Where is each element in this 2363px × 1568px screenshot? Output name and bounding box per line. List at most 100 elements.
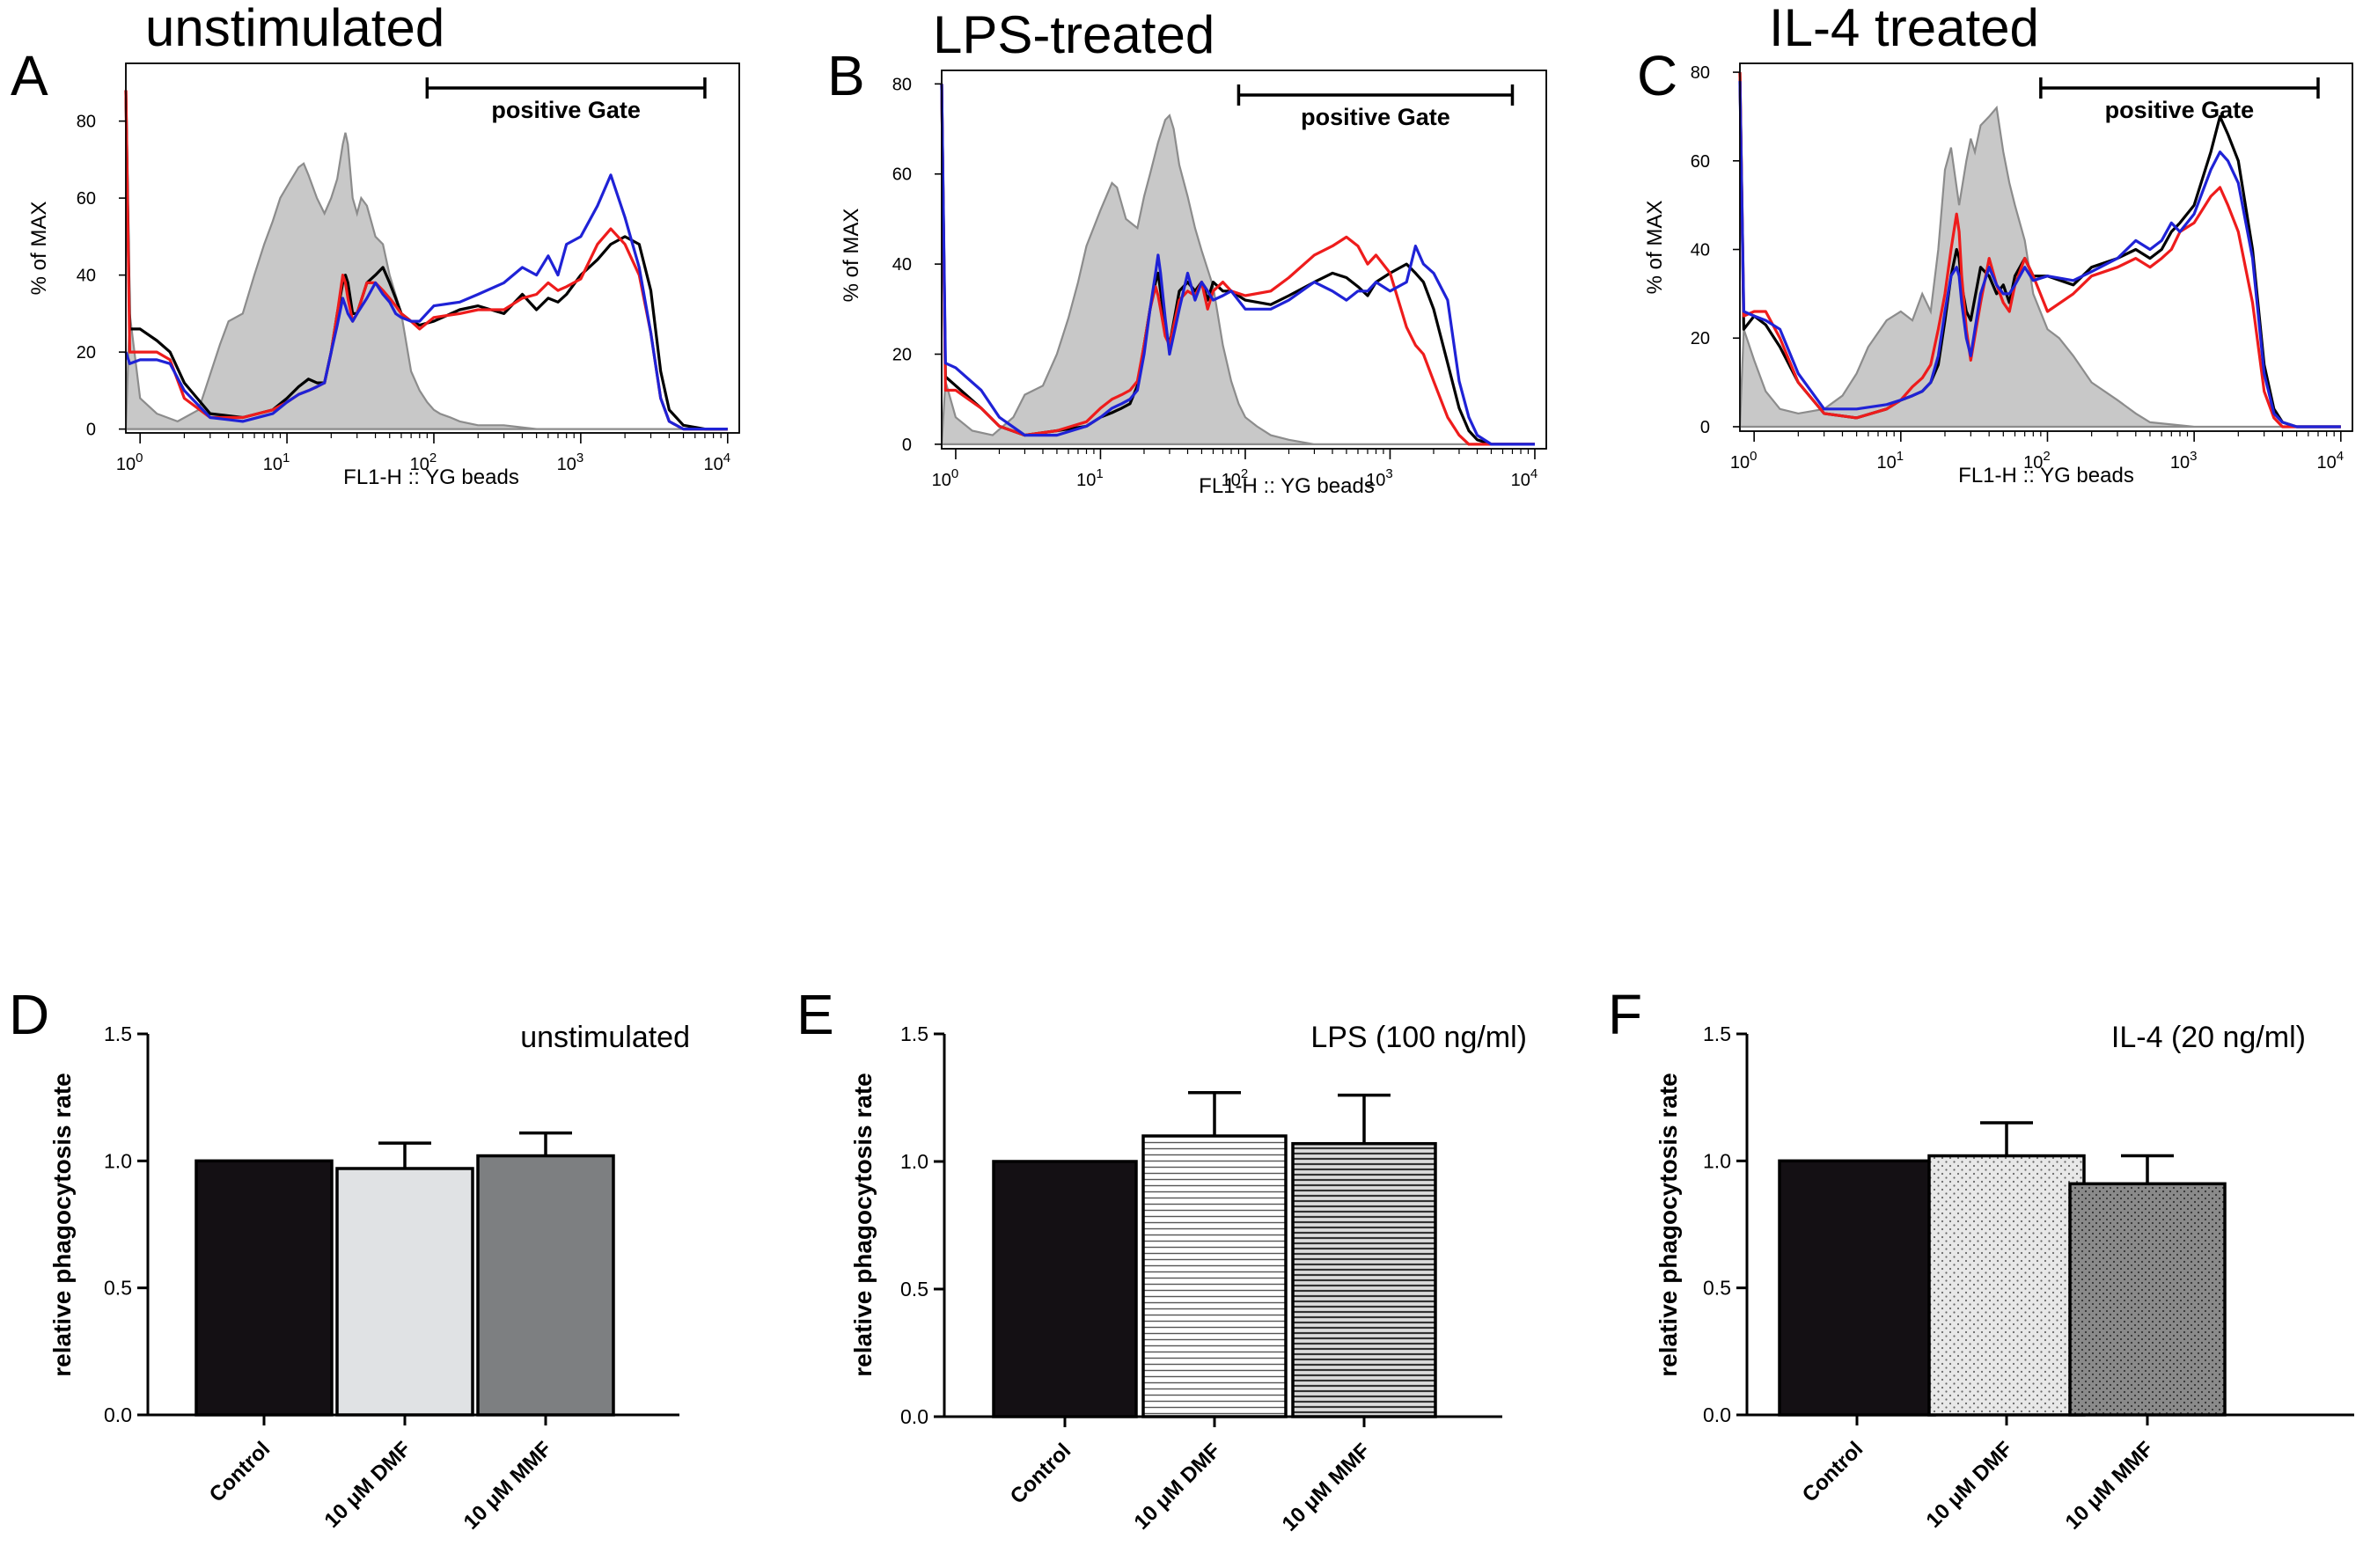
- y-tick-label: 0: [902, 436, 912, 455]
- bar: [335, 1167, 474, 1417]
- y-axis-label: % of MAX: [27, 201, 51, 296]
- panel-letter: C: [1637, 44, 1677, 107]
- panel-letter: F: [1608, 983, 1642, 1046]
- gate-label: positive Gate: [2105, 97, 2255, 123]
- category-label: 10 μM DMF: [320, 1437, 416, 1533]
- y-axis-label: % of MAX: [840, 209, 863, 303]
- histogram-title: unstimulated: [145, 0, 444, 57]
- x-axis-label: FL1-H :: YG beads: [343, 465, 519, 489]
- y-tick-label: 1.5: [1703, 1022, 1731, 1045]
- category-label: Control: [1006, 1439, 1075, 1508]
- y-tick-label: 0.5: [900, 1278, 928, 1301]
- histogram-series-blue: [124, 173, 728, 431]
- x-tick-label: 104: [2317, 449, 2345, 473]
- y-tick-label: 40: [1691, 241, 1710, 260]
- y-tick-label: 1.0: [900, 1150, 928, 1173]
- y-tick-label: 0.0: [1703, 1403, 1731, 1426]
- category-label: Control: [205, 1437, 275, 1506]
- bar: [194, 1159, 334, 1417]
- gate-label: positive Gate: [491, 97, 641, 123]
- x-axis-label: FL1-H :: YG beads: [1199, 474, 1375, 498]
- y-tick-label: 80: [77, 113, 96, 132]
- bar: [2068, 1182, 2227, 1417]
- x-tick-label: 100: [116, 451, 143, 474]
- bar: [992, 1160, 1138, 1418]
- x-tick-label: 101: [263, 451, 290, 474]
- x-tick-label: 101: [1877, 449, 1904, 473]
- category-label: Control: [1798, 1437, 1868, 1506]
- y-tick-label: 0.5: [1703, 1277, 1731, 1300]
- panel-letter: B: [827, 44, 865, 107]
- y-axis-label: % of MAX: [1643, 201, 1667, 295]
- y-tick-label: 0: [86, 421, 96, 440]
- category-label: 10 μM MMF: [459, 1437, 557, 1535]
- y-tick-label: 0.0: [900, 1405, 928, 1428]
- bar: [1141, 1134, 1288, 1418]
- y-tick-label: 80: [892, 75, 912, 94]
- y-tick-label: 0.5: [104, 1277, 132, 1300]
- bar: [1927, 1154, 2086, 1417]
- y-tick-label: 0: [1700, 418, 1710, 437]
- histogram-series-gray: [1738, 105, 2341, 429]
- bar-chart-title: LPS (100 ng/ml): [1310, 1021, 1527, 1054]
- y-tick-label: 80: [1691, 63, 1710, 83]
- y-tick-label: 20: [892, 346, 912, 365]
- x-tick-label: 103: [2170, 449, 2198, 473]
- y-tick-label: 0.0: [104, 1403, 132, 1426]
- x-tick-label: 104: [1511, 466, 1538, 490]
- histogram-title: IL-4 treated: [1769, 0, 2039, 57]
- x-tick-label: 102: [2023, 449, 2051, 473]
- y-tick-label: 40: [77, 267, 96, 286]
- y-tick-label: 60: [892, 165, 912, 185]
- y-tick-label: 20: [1691, 329, 1710, 348]
- x-tick-label: 102: [1222, 466, 1249, 490]
- bar-panel-e: E LPS (100 ng/ml) 0.0 0.5 1.0 1.5 relative pha…: [796, 983, 1527, 1536]
- plot-frame-outline: [941, 70, 1547, 450]
- x-tick-label: 101: [1076, 466, 1104, 490]
- histogram-series-gray: [940, 114, 1535, 445]
- histogram-series-red: [940, 84, 1535, 446]
- histogram-panel-b: B LPS-treated 0 20 40 60 80 100 101 102 103 104 posi…: [827, 5, 1547, 498]
- y-tick-label: 60: [1691, 152, 1710, 172]
- y-axis-label: relative phagocytosis rate: [1655, 1073, 1682, 1376]
- y-axis-label: relative phagocytosis rate: [849, 1073, 877, 1376]
- x-tick-label: 102: [410, 451, 437, 474]
- bar-chart-title: unstimulated: [520, 1021, 690, 1054]
- y-tick-label: 1.5: [900, 1022, 928, 1045]
- histogram-series-blue: [1738, 81, 2341, 429]
- x-axis-label: FL1-H :: YG beads: [1958, 464, 2134, 487]
- x-tick-label: 103: [557, 451, 584, 474]
- y-tick-label: 20: [77, 343, 96, 363]
- x-tick-label: 100: [932, 466, 959, 490]
- histogram-title: LPS-treated: [933, 5, 1215, 64]
- y-tick-label: 40: [892, 255, 912, 275]
- panel-letter: D: [9, 983, 49, 1046]
- category-label: 10 μM DMF: [1130, 1439, 1226, 1535]
- y-tick-label: 1.5: [104, 1022, 132, 1045]
- x-tick-label: 103: [1366, 466, 1393, 490]
- y-tick-label: 1.0: [104, 1149, 132, 1172]
- plot-frame-outline: [125, 62, 740, 434]
- plot-frame-outline: [1739, 62, 2353, 432]
- histogram-series-blue: [940, 84, 1535, 446]
- histogram-series-gray: [124, 132, 728, 430]
- gate-label: positive Gate: [1301, 104, 1450, 130]
- category-label: 10 μM DMF: [1922, 1437, 2018, 1533]
- bar: [1291, 1141, 1437, 1418]
- histogram-panel-c: C IL-4 treated 0 20 40 60 80 100 101 102 103 104 pos…: [1637, 0, 2353, 487]
- x-tick-label: 104: [703, 451, 730, 474]
- histogram-series-red: [1738, 72, 2341, 429]
- bar: [476, 1154, 615, 1417]
- panel-letter: E: [796, 983, 834, 1046]
- y-axis-label: relative phagocytosis rate: [48, 1073, 76, 1376]
- bar-chart-title: IL-4 (20 ng/ml): [2111, 1021, 2306, 1054]
- y-tick-label: 60: [77, 189, 96, 209]
- x-tick-label: 100: [1730, 449, 1758, 473]
- bar: [1778, 1159, 1936, 1417]
- histogram-series-red: [124, 90, 728, 431]
- y-tick-label: 1.0: [1703, 1149, 1731, 1172]
- category-label: 10 μM MMF: [2061, 1437, 2159, 1535]
